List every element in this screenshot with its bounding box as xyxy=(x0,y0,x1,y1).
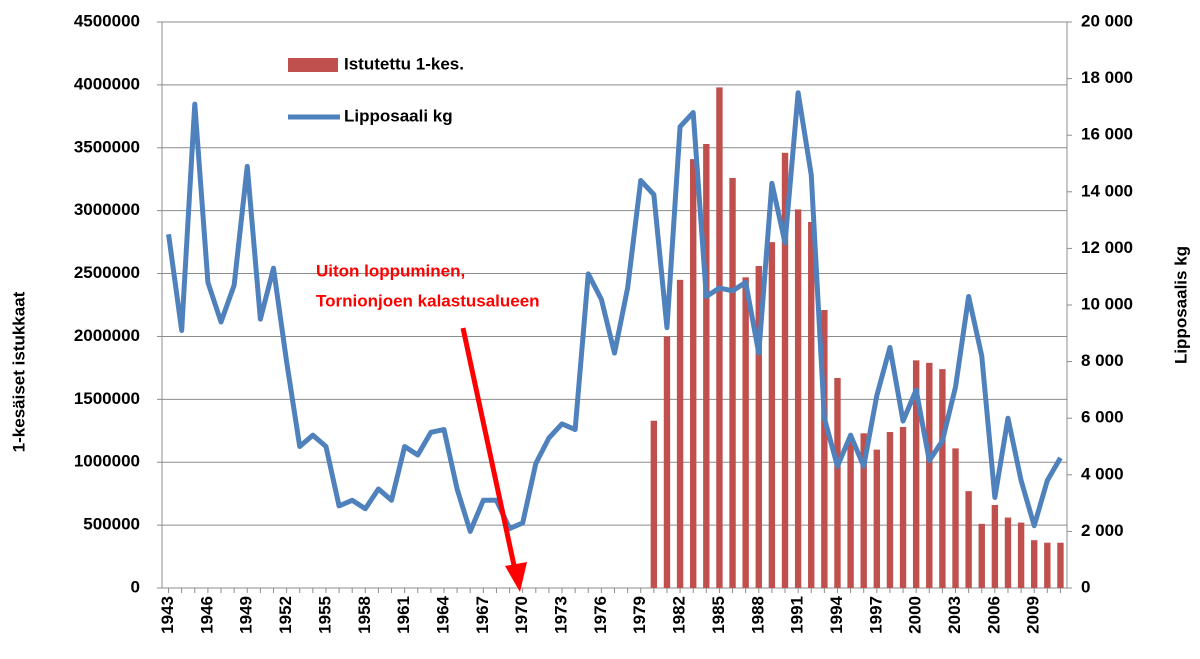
y-tick-label: 4500000 xyxy=(74,11,140,30)
bar xyxy=(1017,522,1025,588)
y-tick-label: 3500000 xyxy=(74,137,140,156)
y2-tick-label: 18 000 xyxy=(1081,68,1133,87)
y-tick-label: 500000 xyxy=(83,515,140,534)
x-tick-label: 1958 xyxy=(355,596,374,634)
y2-tick-label: 12 000 xyxy=(1081,238,1133,257)
bar xyxy=(978,523,985,588)
y2-tick-label: 0 xyxy=(1081,577,1090,596)
x-tick-label: 1970 xyxy=(512,596,531,634)
y-tick-label: 4000000 xyxy=(74,74,140,93)
bar xyxy=(1044,542,1051,588)
x-tick-label: 1985 xyxy=(709,596,728,634)
x-tick-label: 2009 xyxy=(1024,596,1043,634)
y2-tick-label: 6 000 xyxy=(1081,408,1124,427)
x-tick-label: 1967 xyxy=(473,596,492,634)
bar xyxy=(689,159,697,588)
annotation: Uiton loppuminen, xyxy=(316,261,465,280)
line xyxy=(166,90,1063,534)
legend-swatch xyxy=(288,58,338,72)
bar xyxy=(821,310,828,588)
x-tick-label: 2000 xyxy=(906,596,925,634)
bar xyxy=(742,277,749,588)
x-tick-label: 1979 xyxy=(630,596,649,634)
x-tick-label: 1955 xyxy=(315,596,334,634)
y2-tick-label: 10 000 xyxy=(1081,294,1133,313)
bar xyxy=(886,432,894,588)
bar xyxy=(834,377,841,588)
x-tick-label: 1976 xyxy=(591,596,610,634)
legend-label: Istutettu 1-kes. xyxy=(344,54,464,73)
bar xyxy=(716,87,723,588)
annotation-arrow xyxy=(460,327,518,571)
y-tick-label: 1500000 xyxy=(74,389,140,408)
x-tick-label: 1991 xyxy=(788,596,807,634)
y-tick-label: 2000000 xyxy=(74,326,140,345)
bar xyxy=(873,449,881,588)
x-tick-label: 1946 xyxy=(197,596,216,634)
x-tick-label: 1973 xyxy=(552,596,571,634)
bar xyxy=(847,439,854,588)
bar xyxy=(794,209,802,589)
bar xyxy=(1004,517,1012,588)
x-tick-label: 1964 xyxy=(433,595,452,633)
annotation-arrowhead xyxy=(505,562,527,592)
bar xyxy=(1057,542,1064,588)
bar xyxy=(768,242,776,588)
y-tick-label: 0 xyxy=(131,577,140,596)
y-tick-label: 2500000 xyxy=(74,263,140,282)
y-tick-label: 1000000 xyxy=(74,452,140,471)
y2-tick-label: 2 000 xyxy=(1081,521,1124,540)
x-tick-label: 1994 xyxy=(827,595,846,633)
y-tick-label: 3000000 xyxy=(74,200,140,219)
x-tick-label: 1943 xyxy=(158,596,177,634)
bar xyxy=(663,336,671,588)
bar xyxy=(755,266,762,588)
bar xyxy=(703,144,710,588)
x-tick-label: 1961 xyxy=(394,596,413,634)
y2-tick-label: 14 000 xyxy=(1081,181,1133,200)
bar xyxy=(781,152,789,588)
bar xyxy=(939,369,946,588)
y2-tick-label: 20 000 xyxy=(1081,11,1133,30)
legend-label: Lipposaali kg xyxy=(344,106,453,125)
x-tick-label: 1997 xyxy=(866,596,885,634)
x-tick-label: 1949 xyxy=(237,596,256,634)
bar xyxy=(729,177,736,588)
bar xyxy=(676,279,684,588)
bar xyxy=(808,221,815,588)
y2-axis-label: Lipposaalis kg xyxy=(1171,246,1190,364)
annotation: Tornionjoen kalastusalueen xyxy=(316,291,540,310)
y-axis-label: 1-kesäiset istukkaat xyxy=(9,291,28,452)
bar xyxy=(952,448,959,588)
bar xyxy=(1031,540,1038,588)
x-tick-label: 1988 xyxy=(748,596,767,634)
x-tick-label: 1952 xyxy=(276,596,295,634)
bar xyxy=(991,504,999,588)
bar xyxy=(965,491,972,588)
bar xyxy=(899,427,907,588)
bar xyxy=(650,420,658,588)
y2-tick-label: 4 000 xyxy=(1081,464,1124,483)
bar xyxy=(860,433,867,588)
x-tick-label: 2006 xyxy=(984,596,1003,634)
x-tick-label: 1982 xyxy=(670,596,689,634)
x-tick-label: 2003 xyxy=(945,596,964,634)
y2-tick-label: 8 000 xyxy=(1081,351,1124,370)
bar xyxy=(926,362,933,588)
y2-tick-label: 16 000 xyxy=(1081,125,1133,144)
bar xyxy=(912,360,920,588)
